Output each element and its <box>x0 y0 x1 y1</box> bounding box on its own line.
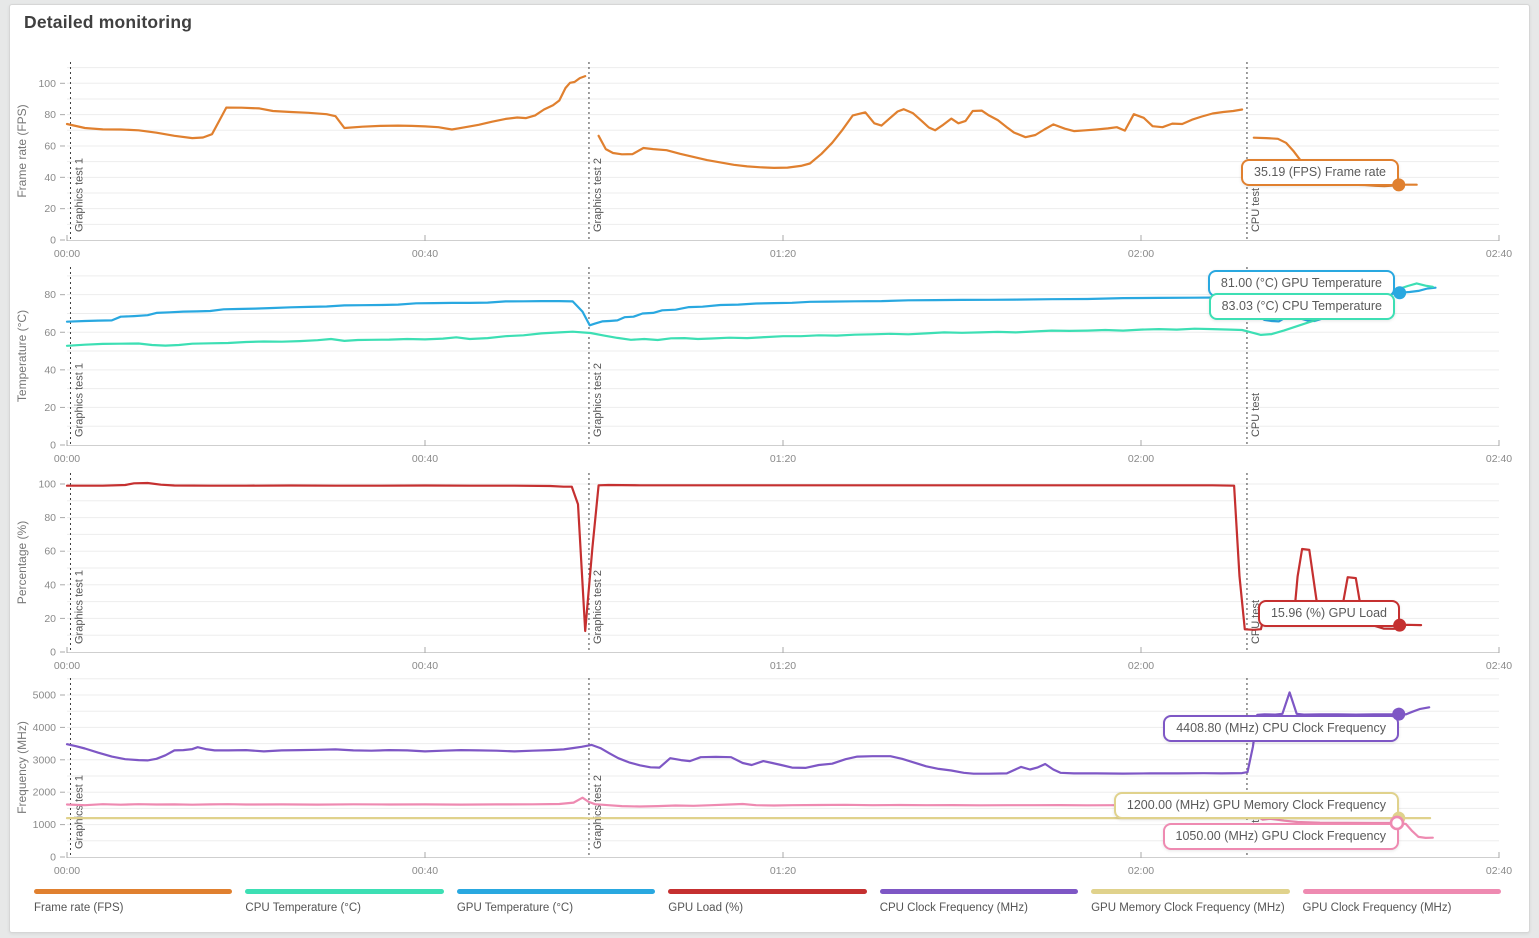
legend-color-bar-cpu-temperature-c <box>245 889 444 894</box>
tooltip-15-96-gpu-load: 15.96 (%) GPU Load <box>1257 600 1400 627</box>
tooltip-35-19-fps-frame-rate: 35.19 (FPS) Frame rate <box>1241 159 1399 186</box>
legend-item-gpu-memory-clock-frequency-mhz[interactable]: GPU Memory Clock Frequency (MHz) <box>1091 889 1290 914</box>
legend-label-cpu-temperature-c: CPU Temperature (°C) <box>245 902 362 914</box>
legend-item-cpu-temperature-c[interactable]: CPU Temperature (°C) <box>245 889 444 914</box>
legend-label-gpu-load: GPU Load (%) <box>668 902 744 914</box>
legend-label-gpu-memory-clock-frequency-mhz: GPU Memory Clock Frequency (MHz) <box>1091 902 1285 914</box>
legend: Frame rate (FPS) CPU Temperature (°C) GPU … <box>34 889 1501 914</box>
tooltip-1200-00-mhz-gpu-memory-clock-frequency: 1200.00 (MHz) GPU Memory Clock Frequency <box>1113 792 1399 819</box>
page-title: Detailed monitoring <box>24 12 193 32</box>
legend-item-frame-rate-fps[interactable]: Frame rate (FPS) <box>34 889 233 914</box>
legend-label-frame-rate-fps: Frame rate (FPS) <box>34 902 124 914</box>
legend-label-gpu-clock-frequency-mhz: GPU Clock Frequency (MHz) <box>1302 902 1452 914</box>
legend-item-gpu-temperature-c[interactable]: GPU Temperature (°C) <box>456 889 656 914</box>
legend-color-bar-frame-rate-fps <box>34 889 233 894</box>
legend-color-bar-gpu-clock-frequency-mhz <box>1302 889 1501 894</box>
legend-color-bar-gpu-memory-clock-frequency-mhz <box>1091 889 1290 894</box>
legend-color-bar-gpu-temperature-c <box>456 889 656 894</box>
legend-color-bar-gpu-load <box>668 889 867 894</box>
legend-item-cpu-clock-frequency-mhz[interactable]: CPU Clock Frequency (MHz) <box>879 889 1079 914</box>
legend-label-gpu-temperature-c: GPU Temperature (°C) <box>456 902 574 914</box>
legend-label-cpu-clock-frequency-mhz: CPU Clock Frequency (MHz) <box>879 902 1028 914</box>
tooltip-4408-80-mhz-cpu-clock-frequency: 4408.80 (MHz) CPU Clock Frequency <box>1163 715 1399 742</box>
legend-item-gpu-load[interactable]: GPU Load (%) <box>668 889 867 914</box>
legend-item-gpu-clock-frequency-mhz[interactable]: GPU Clock Frequency (MHz) <box>1302 889 1501 914</box>
legend-color-bar-cpu-clock-frequency-mhz <box>879 889 1079 894</box>
tooltip-83-03-c-cpu-temperature: 83.03 (°C) CPU Temperature <box>1208 293 1395 320</box>
tooltip-1050-00-mhz-gpu-clock-frequency: 1050.00 (MHz) GPU Clock Frequency <box>1162 823 1399 850</box>
